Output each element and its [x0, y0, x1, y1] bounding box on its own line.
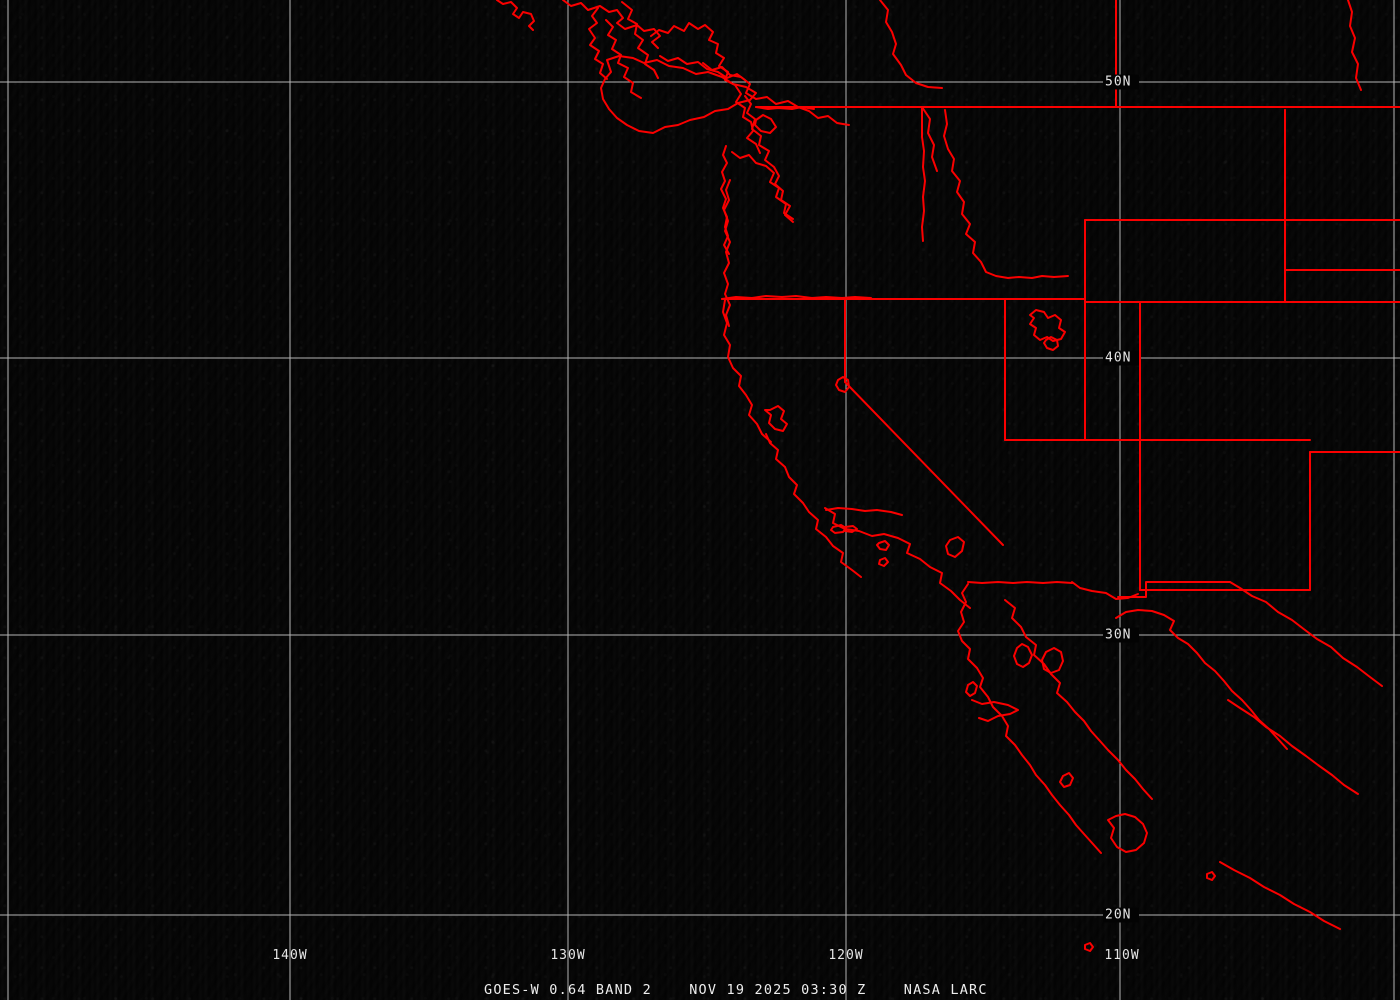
- coastline-bc-north-inlet: [1347, 0, 1362, 91]
- lat-label-mask-50n: [1103, 74, 1139, 90]
- coastline-oregon: [723, 179, 731, 327]
- coastline-strait-of-georgia: [702, 62, 850, 126]
- caption-bar: GOES-W 0.64 BAND 2 NOV 19 2025 03:30 Z N…: [0, 978, 1400, 1000]
- coastline-california-north: [722, 299, 772, 443]
- coastline-puget-inlets: [731, 151, 794, 220]
- lon-label-130w: 130W: [550, 948, 586, 963]
- border-idaho-montana: [921, 106, 938, 172]
- border-washington-idaho: [921, 106, 926, 242]
- lon-label-140w: 140W: [272, 948, 308, 963]
- border-california-nevada-diagonal: [844, 381, 1004, 546]
- lake-great-salt-lake: [1029, 309, 1066, 342]
- coastline-california-central: [765, 433, 862, 578]
- island-cedros: [965, 681, 978, 697]
- border-usa-mexico-step: [1117, 581, 1231, 598]
- lat-label-mask-40n: [1103, 350, 1139, 366]
- lake-tahoe: [835, 376, 850, 393]
- lat-label-30n: 30N: [1105, 627, 1132, 643]
- coastline-california-south: [824, 507, 971, 609]
- coastline-vancouver-island: [600, 55, 757, 134]
- border-usa-mexico-california: [967, 581, 1073, 584]
- border-oregon-idaho: [943, 109, 1069, 279]
- coastline-bc-islands-a: [562, 0, 661, 49]
- coastline-point-conception: [825, 507, 903, 516]
- island-santa-rosa: [844, 525, 858, 533]
- island-san-clemente: [878, 557, 889, 567]
- coastline-bc-islands-c: [621, 1, 659, 79]
- coastline-baja-cape: [1107, 813, 1148, 853]
- lat-label-50n: 50N: [1105, 74, 1132, 90]
- border-washington-oregon: [721, 295, 872, 300]
- lon-label-120w: 120W: [828, 948, 864, 963]
- coastline-bc-mainland: [650, 22, 761, 154]
- longitude-gridlines: [7, 0, 1395, 1000]
- lat-label-40n: 40N: [1105, 350, 1132, 366]
- coastline-mexico-mainland: [1115, 609, 1288, 750]
- island-magdalena: [1059, 772, 1074, 788]
- lat-label-mask-20n: [1103, 907, 1139, 923]
- latitude-gridlines: [0, 81, 1400, 916]
- lat-label-20n: 20N: [1105, 907, 1132, 923]
- lon-label-110w: 110W: [1104, 948, 1140, 963]
- border-usa-mexico-riogrande: [1229, 581, 1383, 687]
- coastline-haida-gwaii: [496, 0, 535, 31]
- lake-utah-lake: [1043, 336, 1059, 351]
- lake-salton-sea: [945, 536, 965, 558]
- island-santa-catalina: [876, 540, 890, 551]
- coastline-mexico-sinaloa: [1227, 699, 1359, 795]
- bahia-sebastian-vizcaino: [971, 699, 1019, 722]
- border-canada-usa-west: [755, 106, 815, 110]
- coastline-mexico-south: [1219, 861, 1341, 930]
- coastline-alaska-panhandle: [879, 0, 943, 89]
- coastline-san-juan-islands: [754, 114, 777, 134]
- coastline-california-bay-area: [764, 405, 788, 432]
- island-angel-de-la-guarda: [1013, 643, 1033, 668]
- island-revillagigedo: [1206, 871, 1216, 881]
- image-caption: GOES-W 0.64 BAND 2 NOV 19 2025 03:30 Z N…: [484, 982, 988, 998]
- coastline-bc-islands-b: [588, 7, 608, 80]
- island-santa-cruz: [830, 524, 847, 534]
- island-tiburon: [1041, 647, 1064, 674]
- island-isla-socorro: [1084, 942, 1094, 952]
- lat-label-mask-30n: [1103, 627, 1139, 643]
- coastline-baja-gulf: [1004, 599, 1153, 800]
- coastline-queen-charlotte-strait: [605, 19, 642, 99]
